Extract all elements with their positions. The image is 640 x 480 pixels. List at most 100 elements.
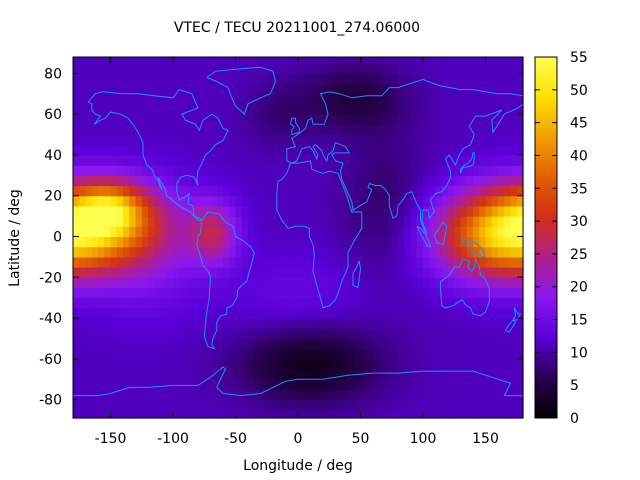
heat-cell: [129, 103, 137, 115]
heat-cell: [241, 379, 249, 391]
heat-cell: [210, 358, 218, 370]
heat-cell: [148, 297, 155, 309]
heat-cell: [73, 318, 80, 329]
heat-cell: [141, 195, 149, 207]
heat-cell: [185, 63, 193, 74]
heat-cell: [204, 93, 212, 105]
heat-cell: [135, 236, 143, 248]
heat-cell: [185, 409, 193, 419]
coastlines: [73, 66, 524, 397]
heat-cell: [116, 73, 124, 85]
heat-cell: [216, 205, 224, 217]
heat-cell: [360, 103, 368, 115]
heat-cell: [91, 318, 99, 329]
heat-cell: [91, 195, 99, 207]
heat-cell: [279, 277, 287, 289]
heat-cell: [366, 307, 374, 319]
heat-cell: [498, 369, 505, 380]
heat-cell: [285, 246, 293, 258]
heat-cell: [254, 318, 262, 329]
heat-cell: [73, 185, 80, 197]
heat-cell: [435, 73, 443, 85]
heat-cell: [316, 246, 324, 258]
heat-cell: [291, 328, 299, 340]
heat-cell: [516, 246, 524, 258]
heat-cell: [260, 144, 268, 156]
heat-cell: [304, 205, 312, 217]
heat-cell: [516, 267, 524, 278]
heat-cell: [98, 297, 105, 309]
heat-cell: [329, 57, 337, 64]
heat-cell: [291, 389, 299, 401]
heat-cell: [510, 256, 518, 268]
heat-cell: [154, 114, 162, 125]
heat-cell: [160, 124, 168, 136]
heat-cell: [504, 399, 512, 411]
heat-cell: [273, 369, 280, 380]
heat-cell: [341, 205, 349, 217]
heat-cell: [85, 93, 93, 105]
heat-cell: [98, 318, 105, 329]
heat-cell: [416, 379, 424, 391]
heat-cell: [329, 256, 337, 268]
heat-cell: [479, 267, 487, 278]
heat-cell: [316, 57, 324, 64]
heat-cell: [391, 57, 399, 64]
heat-cell: [391, 165, 399, 176]
heat-cell: [423, 144, 430, 156]
heat-cell: [166, 389, 174, 401]
heat-cell: [485, 348, 493, 360]
heat-cell: [135, 63, 143, 74]
heat-cell: [110, 267, 118, 278]
heat-cell: [79, 267, 87, 278]
heat-cell: [391, 236, 399, 248]
heat-cell: [210, 93, 218, 105]
heat-cell: [204, 287, 212, 299]
heat-cell: [398, 185, 405, 197]
heat-cell: [85, 409, 93, 419]
heat-cell: [329, 287, 337, 299]
heat-cell: [373, 399, 380, 411]
heat-cell: [279, 348, 287, 360]
heat-cell: [110, 256, 118, 268]
heat-cell: [173, 103, 180, 115]
heat-cell: [123, 348, 130, 360]
heat-cell: [516, 57, 524, 64]
colorbar-tick-label: 45: [570, 116, 588, 132]
heat-cell: [485, 73, 493, 85]
heat-cell: [379, 389, 387, 401]
heat-cell: [91, 185, 99, 197]
y-axis-label: Latitude / deg: [7, 189, 23, 287]
heat-cell: [304, 124, 312, 136]
heat-cell: [429, 73, 437, 85]
heat-cell: [223, 277, 230, 289]
heat-cell: [510, 267, 518, 278]
heat-cell: [366, 114, 374, 125]
heat-cell: [248, 246, 255, 258]
heat-cell: [235, 318, 243, 329]
heat-cell: [379, 399, 387, 411]
heat-cell: [279, 287, 287, 299]
heat-cell: [216, 307, 224, 319]
heat-cell: [466, 267, 474, 278]
heat-cell: [441, 399, 449, 411]
heat-cell: [329, 328, 337, 340]
heat-cell: [341, 358, 349, 370]
heat-cell: [410, 256, 418, 268]
heat-cell: [154, 73, 162, 85]
heat-cell: [385, 256, 393, 268]
heat-cell: [273, 358, 280, 370]
heat-cell: [279, 154, 287, 166]
heat-cell: [185, 246, 193, 258]
heat-cell: [235, 93, 243, 105]
heat-cell: [173, 63, 180, 74]
heat-cell: [391, 287, 399, 299]
heat-cell: [373, 185, 380, 197]
heat-cell: [241, 93, 249, 105]
heat-cell: [316, 63, 324, 74]
heat-cell: [148, 114, 155, 125]
heat-cell: [385, 277, 393, 289]
heat-cell: [423, 369, 430, 380]
heat-cell: [385, 144, 393, 156]
